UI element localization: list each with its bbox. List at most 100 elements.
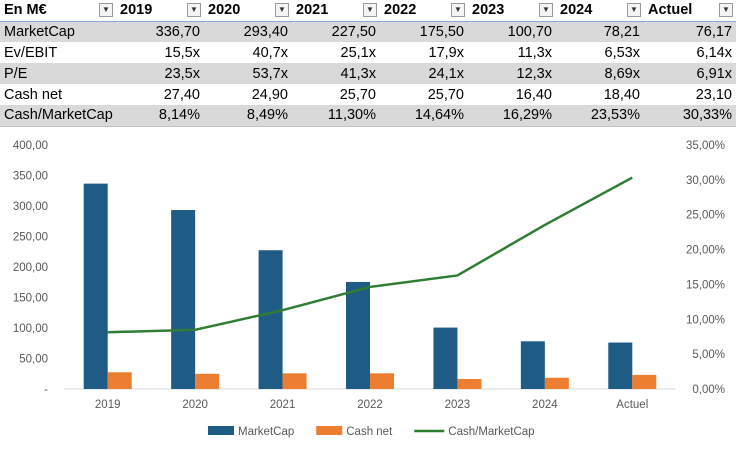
- y-right-tick-label: 0,00%: [692, 384, 725, 396]
- row-label[interactable]: Ev/EBIT: [4, 44, 58, 61]
- table-cell[interactable]: 23,5x: [116, 63, 204, 84]
- y-right-tick-label: 25,00%: [686, 210, 725, 222]
- header-cell-actuel[interactable]: Actuel ▼: [644, 0, 736, 22]
- header-cell-2022[interactable]: 2022 ▼: [380, 0, 468, 22]
- bar-marketcap: [83, 183, 108, 389]
- row-label[interactable]: P/E: [0, 63, 116, 84]
- header-cell-label[interactable]: En M€ ▼: [0, 0, 116, 22]
- bar-marketcap: [171, 210, 196, 389]
- y-right-tick-label: 10,00%: [686, 314, 725, 326]
- filter-dropdown-icon[interactable]: ▼: [363, 3, 377, 17]
- table-cell[interactable]: 175,50: [380, 21, 468, 42]
- bar-marketcap: [433, 327, 458, 389]
- bar-cash-net: [107, 372, 132, 389]
- bar-cash-net: [544, 377, 569, 389]
- table-cell[interactable]: 8,69x: [556, 63, 644, 84]
- table-cell[interactable]: 15,5x: [164, 44, 200, 61]
- bar-cash-net: [282, 373, 307, 389]
- y-left-tick-label: 150,00: [13, 293, 48, 305]
- row-label[interactable]: Cash/MarketCap: [0, 105, 116, 127]
- table-cell[interactable]: 23,53%: [556, 105, 644, 127]
- table-cell[interactable]: 25,70: [427, 86, 464, 103]
- table-cell[interactable]: 8,49%: [204, 105, 292, 127]
- y-left-tick-label: 250,00: [13, 232, 48, 244]
- table-cell[interactable]: 6,91x: [644, 63, 736, 84]
- line-cash-marketcap: [107, 176, 633, 334]
- combo-chart[interactable]: - 50,00 100,00 150,00 200,00 250,00 300,00 350,…: [0, 127, 736, 457]
- filter-dropdown-icon[interactable]: ▼: [719, 3, 733, 17]
- filter-dropdown-icon[interactable]: ▼: [275, 3, 289, 17]
- table-row: Ev/EBIT 15,5x 40,7x 25,1x 17,9x 11,3x 6,…: [0, 42, 736, 63]
- x-tick-label: 2021: [270, 399, 296, 411]
- bar-cash-net: [195, 373, 220, 389]
- table-cell[interactable]: 78,21: [556, 21, 644, 42]
- y-right-tick-label: 5,00%: [692, 349, 725, 361]
- legend-label-marketcap: MarketCap: [238, 426, 294, 438]
- table-cell[interactable]: 16,29%: [468, 105, 556, 127]
- x-tick-label: 2022: [357, 399, 383, 411]
- table-cell[interactable]: 27,40: [163, 86, 200, 103]
- table-cell[interactable]: 41,3x: [292, 63, 380, 84]
- header-cell-2021[interactable]: 2021 ▼: [292, 0, 380, 22]
- x-tick-label: 2023: [445, 399, 471, 411]
- bar-marketcap: [346, 281, 370, 389]
- table-cell[interactable]: 40,7x: [252, 44, 288, 61]
- table-cell[interactable]: 293,40: [204, 21, 292, 42]
- filter-dropdown-icon[interactable]: ▼: [539, 3, 553, 17]
- filter-dropdown-icon[interactable]: ▼: [187, 3, 201, 17]
- table-cell[interactable]: 14,64%: [380, 105, 468, 127]
- table-row: P/E 23,5x 53,7x 41,3x 24,1x 12,3x 8,69x …: [0, 63, 736, 84]
- header-cell-2019[interactable]: 2019 ▼: [116, 0, 204, 22]
- table-cell[interactable]: 16,40: [515, 86, 552, 103]
- filter-dropdown-icon[interactable]: ▼: [627, 3, 641, 17]
- y-left-tick-label: 400,00: [13, 140, 48, 152]
- table-cell[interactable]: 25,1x: [340, 44, 376, 61]
- y-right-tick-label: 30,00%: [686, 175, 725, 187]
- table-cell[interactable]: 11,30%: [292, 105, 380, 127]
- table-row: MarketCap 336,70 293,40 227,50 175,50 10…: [0, 21, 736, 42]
- table-cell[interactable]: 8,14%: [116, 105, 204, 127]
- filter-dropdown-icon[interactable]: ▼: [99, 3, 113, 17]
- row-label[interactable]: MarketCap: [0, 21, 116, 42]
- table-cell[interactable]: 53,7x: [204, 63, 292, 84]
- row-label[interactable]: Cash net: [4, 86, 63, 103]
- table-cell[interactable]: 25,70: [339, 86, 376, 103]
- y-right-tick-label: 35,00%: [686, 140, 725, 152]
- x-tick-label: 2019: [95, 399, 121, 411]
- table-cell[interactable]: 6,53x: [604, 44, 640, 61]
- x-tick-label: 2020: [182, 399, 208, 411]
- table-cell[interactable]: 18,40: [603, 86, 640, 103]
- y-left-tick-label: 100,00: [13, 323, 48, 335]
- legend-label-cash-marketcap: Cash/MarketCap: [448, 426, 534, 438]
- data-table: En M€ ▼ 2019 ▼ 2020 ▼ 2021 ▼ 2022 ▼ 2023 ▼ 202…: [0, 0, 736, 127]
- header-cell-2020[interactable]: 2020 ▼: [204, 0, 292, 22]
- filter-dropdown-icon[interactable]: ▼: [451, 3, 465, 17]
- table-cell[interactable]: 6,14x: [696, 44, 732, 61]
- bar-marketcap: [520, 341, 545, 389]
- table-cell[interactable]: 336,70: [116, 21, 204, 42]
- bar-cash-net: [457, 378, 482, 389]
- legend-swatch-cash-net: [316, 426, 343, 435]
- table-cell[interactable]: 23,10: [695, 86, 732, 103]
- y-right-tick-label: 15,00%: [686, 279, 725, 291]
- y-left-tick-label: 300,00: [13, 201, 48, 213]
- table-cell[interactable]: 11,3x: [517, 44, 552, 61]
- legend-swatch-marketcap: [208, 426, 234, 435]
- bar-marketcap: [608, 342, 633, 389]
- table-cell[interactable]: 76,17: [644, 21, 736, 42]
- table-cell[interactable]: 30,33%: [644, 105, 736, 127]
- table-cell[interactable]: 17,9x: [428, 44, 464, 61]
- table-cell[interactable]: 227,50: [292, 21, 380, 42]
- y-left-tick-label: 350,00: [13, 171, 48, 183]
- table-row: Cash/MarketCap 8,14% 8,49% 11,30% 14,64%…: [0, 105, 736, 127]
- header-cell-2023[interactable]: 2023 ▼: [468, 0, 556, 22]
- table-cell[interactable]: 24,90: [251, 86, 288, 103]
- x-tick-label: Actuel: [616, 399, 648, 411]
- table-row: Cash net 27,40 24,90 25,70 25,70 16,40 1…: [0, 84, 736, 105]
- table-cell[interactable]: 100,70: [468, 21, 556, 42]
- table-cell[interactable]: 24,1x: [380, 63, 468, 84]
- legend-label-cash-net: Cash net: [346, 426, 393, 438]
- table-cell[interactable]: 12,3x: [468, 63, 556, 84]
- header-cell-2024[interactable]: 2024 ▼: [556, 0, 644, 22]
